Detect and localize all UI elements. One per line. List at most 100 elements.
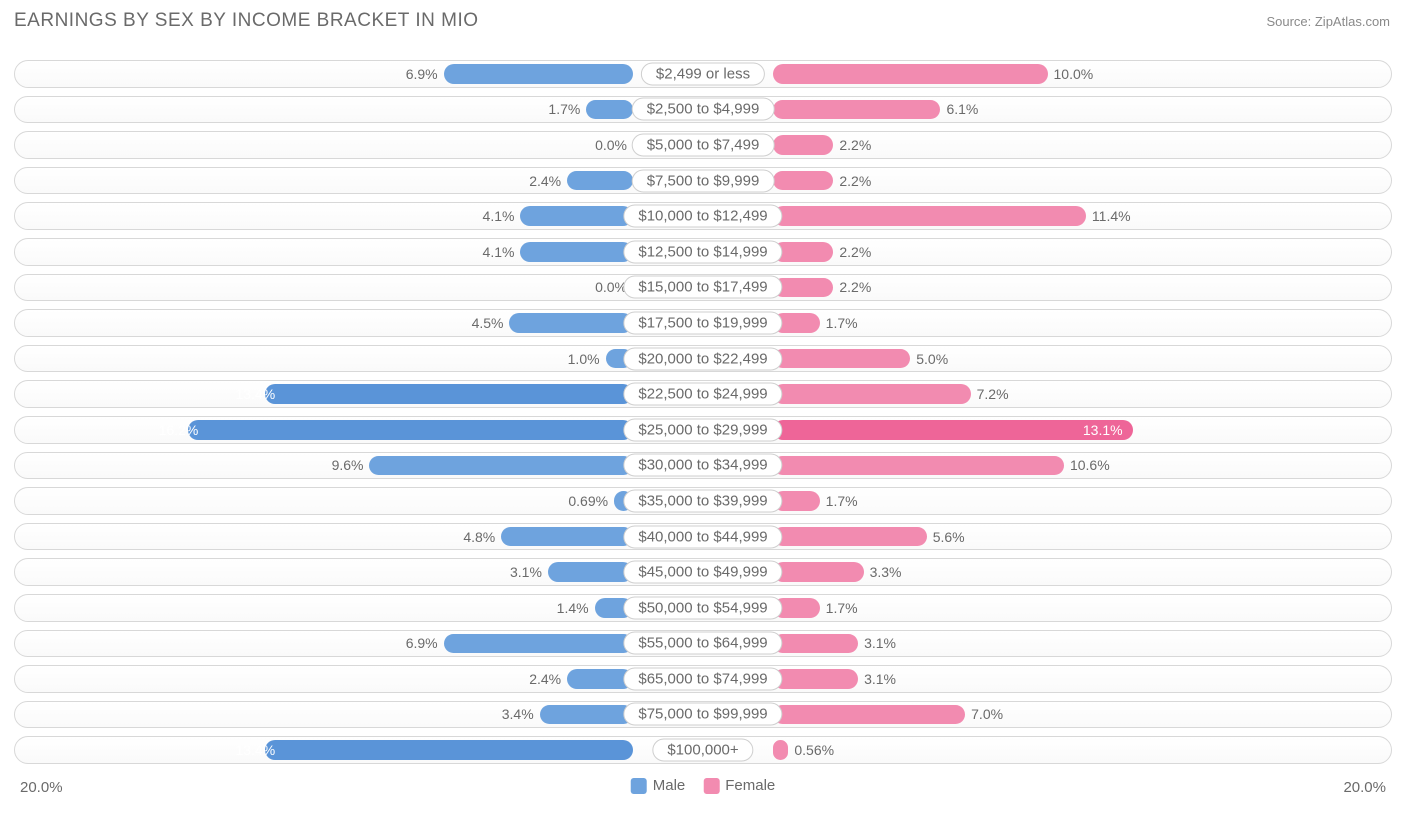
chart-row: 6.9% 10.0% $2,499 or less [14,56,1392,92]
bar-female [773,420,1133,440]
diverging-bar-chart: 6.9% 10.0% $2,499 or less 1.7% 6.1% $2,500 to… [14,56,1392,769]
value-label-female: 3.3% [870,564,902,580]
value-label-female: 1.7% [826,493,858,509]
source-attribution: Source: ZipAtlas.com [1266,14,1390,29]
bar-female [773,64,1048,84]
value-label-female: 1.7% [826,315,858,331]
value-label-male: 0.0% [595,137,627,153]
chart-row: 4.5%1.7%$17,500 to $19,999 [14,305,1392,341]
bracket-label: $100,000+ [652,739,753,762]
swatch-female [703,778,719,794]
legend-item-female: Female [703,777,775,794]
bar-female [773,705,965,725]
chart-row: 1.7% 6.1% $2,500 to $4,999 [14,92,1392,128]
swatch-male [631,778,647,794]
bar-female [773,456,1064,476]
bar-female [773,634,858,654]
bar-female [773,206,1086,226]
value-label-male: 4.8% [463,529,495,545]
bracket-label: $12,500 to $14,999 [623,240,782,263]
chart-row: 3.1% 3.3% $45,000 to $49,999 [14,554,1392,590]
chart-row: 4.1% 2.2% $12,500 to $14,999 [14,234,1392,270]
bracket-label: $15,000 to $17,499 [623,276,782,299]
bracket-label: $5,000 to $7,499 [632,133,775,156]
bracket-label: $10,000 to $12,499 [623,205,782,228]
value-label-female: 10.0% [1054,66,1094,82]
legend-label-male: Male [653,777,686,794]
value-label-male: 4.1% [483,208,515,224]
bracket-label: $35,000 to $39,999 [623,489,782,512]
value-label-male: 3.1% [510,564,542,580]
bracket-label: $40,000 to $44,999 [623,525,782,548]
bracket-label: $2,499 or less [641,62,765,85]
value-label-male: 0.69% [568,493,608,509]
chart-row: 0.69% 1.7% $35,000 to $39,999 [14,483,1392,519]
bracket-label: $25,000 to $29,999 [623,418,782,441]
value-label-male: 1.0% [568,351,600,367]
bar-male [369,456,633,476]
value-label-female: 2.2% [839,279,871,295]
bracket-label: $2,500 to $4,999 [632,98,775,121]
value-label-male: 1.7% [548,101,580,117]
axis-max-left: 20.0% [20,779,63,796]
chart-row: 16.2% 13.1% $25,000 to $29,999 [14,412,1392,448]
value-label-female: 5.0% [916,351,948,367]
legend: Male Female [631,777,776,794]
chart-title: EARNINGS BY SEX BY INCOME BRACKET IN MIO [14,10,479,32]
value-label-male: 1.4% [557,600,589,616]
bar-female [773,527,927,547]
value-label-male: 2.4% [529,173,561,189]
bar-female [773,740,788,760]
chart-footer: 20.0% Male Female 20.0% [14,777,1392,803]
bar-female [773,171,833,191]
bracket-label: $55,000 to $64,999 [623,632,782,655]
value-label-male: 13.4% [235,386,275,402]
bar-male [265,740,633,760]
chart-row: 1.0%5.0%$20,000 to $22,499 [14,341,1392,377]
bracket-label: $75,000 to $99,999 [623,703,782,726]
bar-female [773,135,833,155]
value-label-male: 6.9% [406,66,438,82]
chart-row: 13.4%7.2%$22,500 to $24,999 [14,376,1392,412]
value-label-male: 4.5% [472,315,504,331]
chart-row: 6.9%3.1%$55,000 to $64,999 [14,626,1392,662]
legend-item-male: Male [631,777,686,794]
bracket-label: $50,000 to $54,999 [623,596,782,619]
bar-female [773,100,940,120]
bar-male [586,100,633,120]
chart-row: 4.8% 5.6% $40,000 to $44,999 [14,519,1392,555]
bracket-label: $45,000 to $49,999 [623,561,782,584]
chart-row: 9.6%10.6%$30,000 to $34,999 [14,448,1392,484]
chart-row: 2.4%3.1%$65,000 to $74,999 [14,661,1392,697]
bar-male [548,562,633,582]
bar-female [773,384,971,404]
bracket-label: $30,000 to $34,999 [623,454,782,477]
value-label-female: 1.7% [826,600,858,616]
bar-male [540,705,633,725]
bracket-label: $7,500 to $9,999 [632,169,775,192]
value-label-female: 2.2% [839,244,871,260]
value-label-male: 4.1% [483,244,515,260]
bar-male [188,420,633,440]
value-label-female: 5.6% [933,529,965,545]
axis-max-right: 20.0% [1343,779,1386,796]
bracket-label: $22,500 to $24,999 [623,383,782,406]
value-label-male: 16.2% [159,422,199,438]
value-label-female: 0.56% [794,742,834,758]
value-label-male: 3.4% [502,706,534,722]
chart-row: 13.4% 0.56% $100,000+ [14,732,1392,768]
bar-female [773,669,858,689]
bar-male [567,171,633,191]
chart-row: 2.4%2.2%$7,500 to $9,999 [14,163,1392,199]
value-label-female: 13.1% [1083,422,1123,438]
bar-male [444,634,633,654]
value-label-male: 13.4% [235,742,275,758]
chart-row: 1.4% 1.7% $50,000 to $54,999 [14,590,1392,626]
chart-row: 0.0% 2.2% $15,000 to $17,499 [14,270,1392,306]
value-label-female: 3.1% [864,671,896,687]
value-label-male: 0.0% [595,279,627,295]
value-label-female: 6.1% [946,101,978,117]
value-label-male: 2.4% [529,671,561,687]
value-label-female: 2.2% [839,137,871,153]
legend-label-female: Female [725,777,775,794]
